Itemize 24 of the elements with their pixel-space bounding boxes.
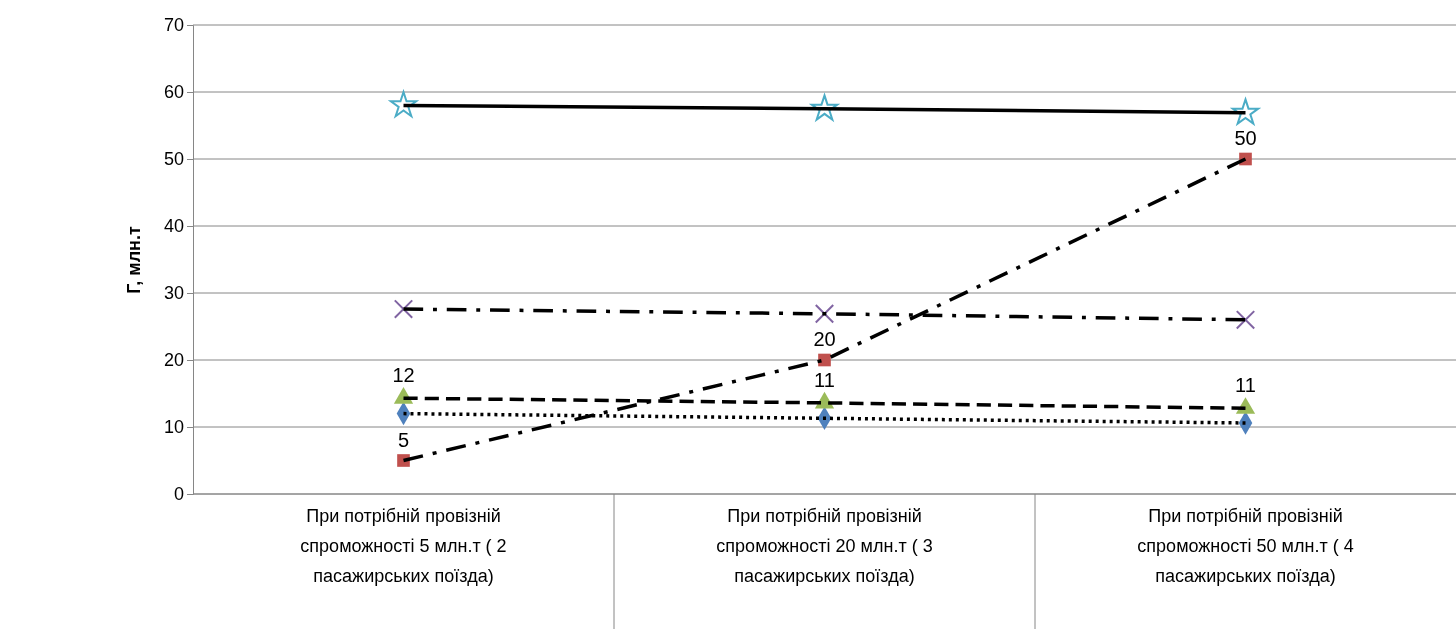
data-label: 11 xyxy=(814,368,835,391)
point xyxy=(814,304,835,324)
y-axis-title: Г, млн.т xyxy=(124,226,144,294)
x-tick-label: При потрібній провізній спроможності 20 млн.т ( 3 пасажирських поїзда) xyxy=(716,506,933,586)
x-tick-label: При потрібній провізній спроможності 50 млн.т ( 4 пасажирських поїзда) xyxy=(1137,506,1354,586)
y-tick-label: 40 xyxy=(163,216,184,237)
point xyxy=(1235,310,1256,330)
data-label: 20 xyxy=(813,328,836,350)
data-label: 12 xyxy=(392,364,415,387)
point xyxy=(389,91,418,118)
y-tick-label: 50 xyxy=(163,149,184,170)
x-tick-label: При потрібній провізній спроможності 5 млн.т ( 2 пасажирських поїзда) xyxy=(300,506,507,586)
y-tick-label: 30 xyxy=(163,283,184,304)
point xyxy=(393,299,414,319)
point xyxy=(1231,98,1260,125)
y-tick-label: 0 xyxy=(173,484,184,505)
y-tick-label: 10 xyxy=(163,417,184,438)
y-tick-label: 20 xyxy=(163,350,184,371)
y-tick-label: 60 xyxy=(163,82,184,103)
point xyxy=(810,94,839,121)
data-label: 5 xyxy=(397,428,410,451)
data-label: 11 xyxy=(1235,374,1256,397)
data-label: 50 xyxy=(1234,127,1257,149)
y-tick-label: 70 xyxy=(163,15,184,36)
